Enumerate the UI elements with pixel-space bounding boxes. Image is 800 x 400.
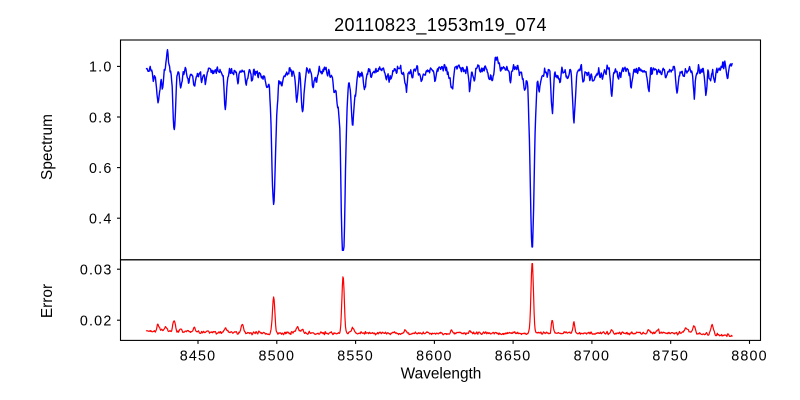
- svg-text:8700: 8700: [574, 349, 611, 365]
- svg-text:1.0: 1.0: [89, 60, 112, 76]
- svg-text:Error: Error: [39, 284, 56, 318]
- svg-text:8800: 8800: [731, 349, 768, 365]
- svg-text:0.4: 0.4: [89, 212, 112, 228]
- svg-text:20110823_1953m19_074: 20110823_1953m19_074: [334, 15, 547, 36]
- svg-text:0.02: 0.02: [80, 314, 113, 330]
- svg-text:8750: 8750: [652, 349, 689, 365]
- svg-text:8450: 8450: [180, 349, 217, 365]
- svg-text:0.6: 0.6: [89, 161, 112, 177]
- svg-text:8600: 8600: [416, 349, 453, 365]
- svg-text:8550: 8550: [337, 349, 374, 365]
- svg-text:8500: 8500: [258, 349, 295, 365]
- svg-text:0.03: 0.03: [80, 263, 113, 279]
- svg-text:Spectrum: Spectrum: [39, 114, 56, 180]
- svg-text:0.8: 0.8: [89, 110, 112, 126]
- svg-text:8650: 8650: [495, 349, 532, 365]
- svg-text:Wavelength: Wavelength: [401, 366, 482, 383]
